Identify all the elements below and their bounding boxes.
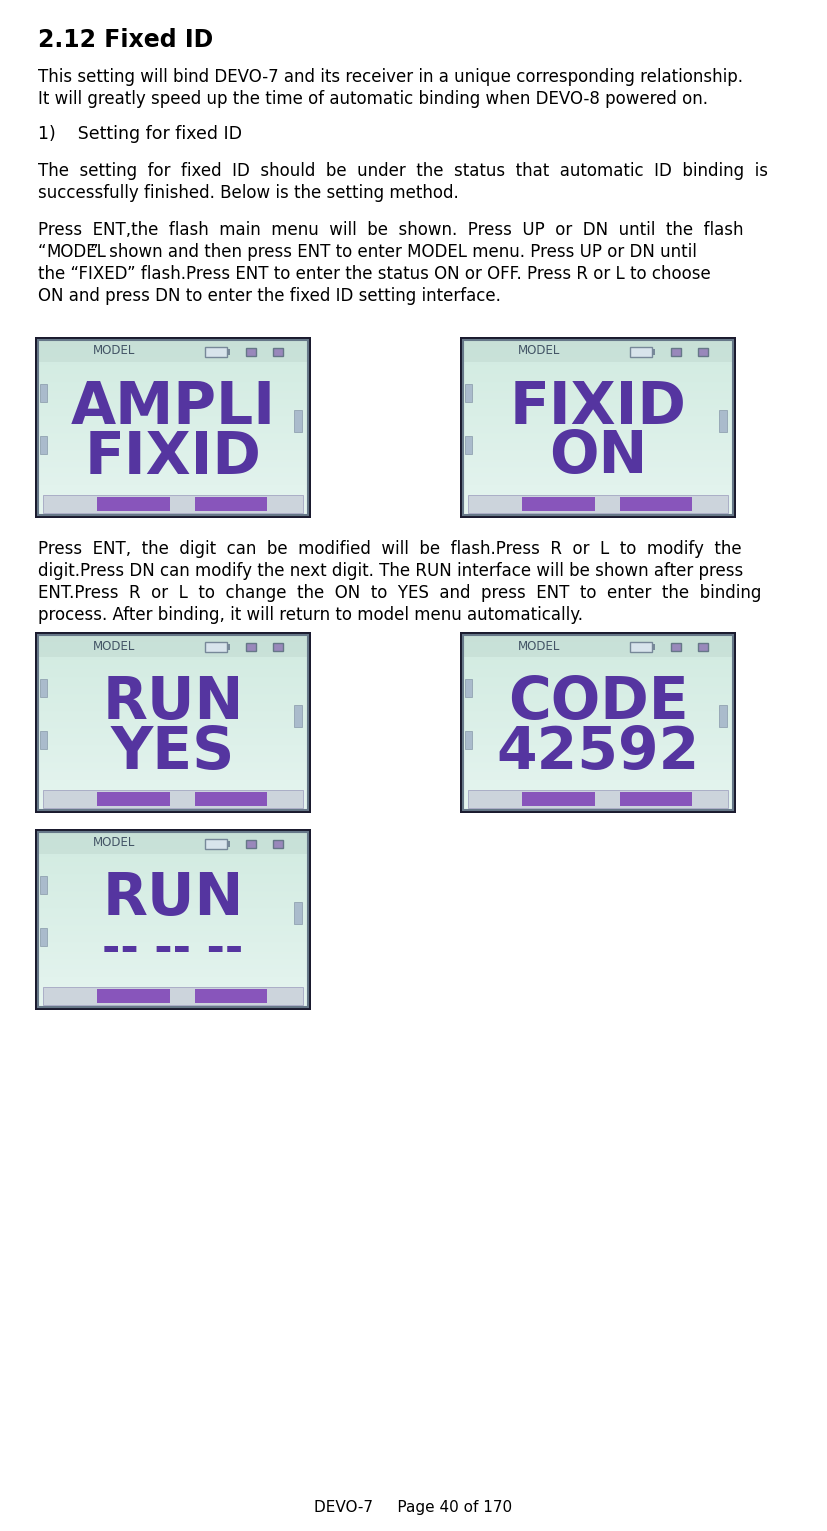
Bar — [38, 831, 308, 1007]
Bar — [465, 678, 472, 697]
Text: MODEL: MODEL — [46, 243, 106, 260]
Text: FIXID: FIXID — [509, 378, 686, 435]
Bar — [523, 792, 595, 805]
Bar — [98, 498, 170, 511]
Text: ”  shown and then press ENT to enter MODEL menu. Press UP or DN until: ” shown and then press ENT to enter MODE… — [90, 243, 697, 260]
Bar — [227, 841, 231, 847]
Bar — [619, 498, 692, 511]
Bar — [294, 410, 302, 432]
Bar — [38, 831, 308, 854]
Text: MODEL: MODEL — [518, 344, 560, 358]
Bar — [523, 498, 595, 511]
Bar — [38, 635, 308, 810]
Bar — [653, 349, 656, 355]
Text: Press  ENT,the  flash  main  menu  will  be  shown.  Press  UP  or  DN  until  t: Press ENT,the flash main menu will be sh… — [38, 220, 743, 239]
Bar — [43, 790, 303, 808]
Bar — [468, 790, 728, 808]
Bar — [40, 678, 47, 697]
Bar — [463, 340, 733, 514]
Bar — [194, 498, 267, 511]
Text: It will greatly speed up the time of automatic binding when DEVO-8 powered on.: It will greatly speed up the time of aut… — [38, 90, 708, 109]
Bar — [294, 902, 302, 925]
Bar — [227, 349, 231, 355]
Text: MODEL: MODEL — [93, 344, 135, 358]
Bar — [40, 928, 47, 946]
Bar — [465, 384, 472, 401]
Bar — [294, 704, 302, 727]
Text: FIXID: FIXID — [84, 429, 261, 485]
Bar — [40, 732, 47, 749]
Bar — [273, 643, 283, 651]
Text: MODEL: MODEL — [93, 640, 135, 652]
Text: RUN: RUN — [103, 871, 244, 928]
Text: ON and press DN to enter the fixed ID setting interface.: ON and press DN to enter the fixed ID se… — [38, 286, 501, 305]
Text: Press  ENT,  the  digit  can  be  modified  will  be  flash.Press  R  or  L  to : Press ENT, the digit can be modified wil… — [38, 540, 742, 557]
Text: digit.Press DN can modify the next digit. The RUN interface will be shown after : digit.Press DN can modify the next digit… — [38, 562, 743, 580]
Bar — [35, 632, 311, 813]
Bar — [246, 643, 256, 651]
Bar — [460, 632, 736, 813]
Text: ON: ON — [549, 429, 648, 485]
Text: CODE: CODE — [508, 674, 688, 730]
Bar — [619, 792, 692, 805]
Bar — [43, 987, 303, 1004]
Text: 2.12 Fixed ID: 2.12 Fixed ID — [38, 28, 213, 52]
Text: the “FIXED” flash.Press ENT to enter the status ON or OFF. Press R or L to choos: the “FIXED” flash.Press ENT to enter the… — [38, 265, 710, 283]
Bar — [98, 989, 170, 1003]
Text: This setting will bind DEVO-7 and its receiver in a unique corresponding relatio: This setting will bind DEVO-7 and its re… — [38, 67, 743, 86]
Bar — [35, 337, 311, 517]
Text: 1)    Setting for fixed ID: 1) Setting for fixed ID — [38, 126, 242, 142]
Text: 42592: 42592 — [496, 724, 700, 781]
Text: MODEL: MODEL — [518, 640, 560, 652]
Bar — [465, 732, 472, 749]
Text: MODEL: MODEL — [93, 836, 135, 850]
Bar — [653, 645, 656, 651]
Bar — [463, 635, 733, 810]
Text: ENT.Press  R  or  L  to  change  the  ON  to  YES  and  press  ENT  to  enter  t: ENT.Press R or L to change the ON to YES… — [38, 583, 762, 602]
Text: RUN: RUN — [103, 674, 244, 730]
Bar — [465, 436, 472, 455]
Bar — [35, 828, 311, 1010]
Bar — [227, 645, 231, 651]
Bar — [719, 410, 727, 432]
Bar — [671, 643, 681, 651]
Text: successfully finished. Below is the setting method.: successfully finished. Below is the sett… — [38, 184, 459, 202]
Bar — [40, 436, 47, 455]
Bar — [205, 641, 227, 652]
Bar — [43, 495, 303, 513]
Bar — [205, 348, 227, 357]
Bar — [246, 348, 256, 357]
Bar — [98, 792, 170, 805]
Bar — [273, 841, 283, 848]
Bar — [719, 704, 727, 727]
Text: process. After binding, it will return to model menu automatically.: process. After binding, it will return t… — [38, 606, 583, 625]
Bar — [698, 348, 708, 357]
Bar — [698, 643, 708, 651]
Text: The  setting  for  fixed  ID  should  be  under  the  status  that  automatic  I: The setting for fixed ID should be under… — [38, 162, 768, 181]
Bar — [38, 340, 308, 361]
Bar — [205, 839, 227, 850]
Bar — [40, 876, 47, 894]
Bar — [630, 348, 653, 357]
Bar — [38, 635, 308, 657]
Bar — [194, 792, 267, 805]
Bar — [194, 989, 267, 1003]
Bar — [468, 495, 728, 513]
Text: -- -- --: -- -- -- — [103, 928, 244, 971]
Text: AMPLI: AMPLI — [70, 378, 275, 435]
Bar — [463, 340, 733, 361]
Bar — [463, 635, 733, 657]
Text: “: “ — [38, 243, 46, 260]
Bar — [460, 337, 736, 517]
Bar — [246, 841, 256, 848]
Bar — [40, 384, 47, 401]
Bar — [671, 348, 681, 357]
Bar — [273, 348, 283, 357]
Bar — [38, 340, 308, 514]
Text: DEVO-7     Page 40 of 170: DEVO-7 Page 40 of 170 — [314, 1500, 512, 1516]
Bar — [630, 641, 653, 652]
Text: YES: YES — [111, 724, 235, 781]
